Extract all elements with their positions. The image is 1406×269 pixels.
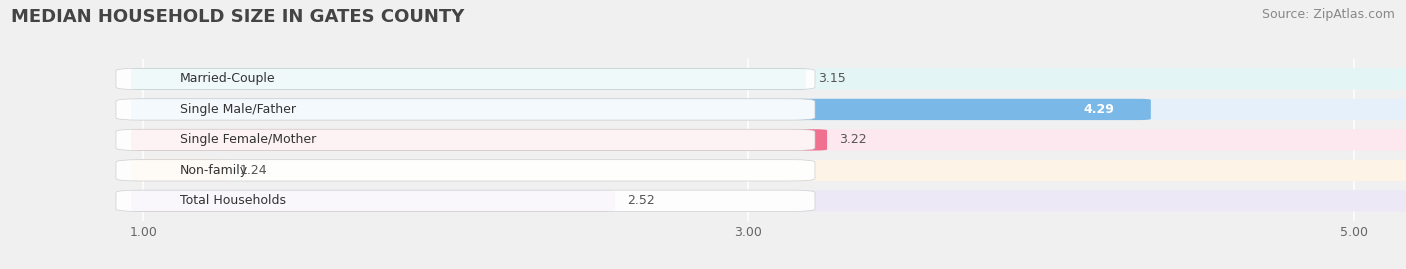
FancyBboxPatch shape xyxy=(131,99,1152,120)
Text: Total Households: Total Households xyxy=(180,194,285,207)
FancyBboxPatch shape xyxy=(131,68,806,90)
Text: 1.24: 1.24 xyxy=(240,164,267,177)
FancyBboxPatch shape xyxy=(131,129,1406,151)
FancyBboxPatch shape xyxy=(131,160,228,181)
FancyBboxPatch shape xyxy=(131,99,1406,120)
FancyBboxPatch shape xyxy=(131,68,1406,90)
Text: 3.15: 3.15 xyxy=(818,72,846,86)
Text: 4.29: 4.29 xyxy=(1084,103,1115,116)
Text: 3.22: 3.22 xyxy=(839,133,866,146)
Text: Source: ZipAtlas.com: Source: ZipAtlas.com xyxy=(1261,8,1395,21)
FancyBboxPatch shape xyxy=(115,99,815,120)
Text: MEDIAN HOUSEHOLD SIZE IN GATES COUNTY: MEDIAN HOUSEHOLD SIZE IN GATES COUNTY xyxy=(11,8,464,26)
Text: Single Female/Mother: Single Female/Mother xyxy=(180,133,316,146)
FancyBboxPatch shape xyxy=(115,160,815,181)
Text: 2.52: 2.52 xyxy=(627,194,655,207)
Text: Married-Couple: Married-Couple xyxy=(180,72,276,86)
FancyBboxPatch shape xyxy=(115,190,815,211)
FancyBboxPatch shape xyxy=(131,190,1406,211)
FancyBboxPatch shape xyxy=(131,129,827,151)
Text: Single Male/Father: Single Male/Father xyxy=(180,103,295,116)
FancyBboxPatch shape xyxy=(115,129,815,151)
Text: Non-family: Non-family xyxy=(180,164,247,177)
FancyBboxPatch shape xyxy=(115,68,815,90)
FancyBboxPatch shape xyxy=(131,160,1406,181)
FancyBboxPatch shape xyxy=(131,190,616,211)
